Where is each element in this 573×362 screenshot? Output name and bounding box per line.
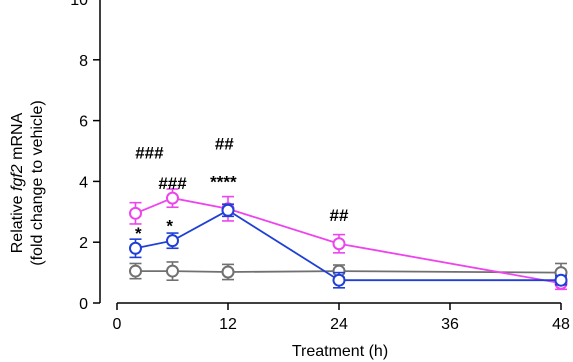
- data-point: [129, 241, 142, 255]
- y-tick-label: 2: [79, 235, 88, 252]
- y-tick-label: 8: [79, 53, 88, 70]
- x-tick-label: 24: [330, 316, 348, 333]
- significance-label: ****: [210, 172, 237, 191]
- x-axis-label: Treatment (h): [292, 343, 388, 360]
- significance-label: *: [166, 216, 173, 235]
- annotations: ### * ### * ## **** ##: [135, 134, 349, 243]
- data-point: [129, 264, 142, 278]
- y-axis-label-line2: (fold change to vehicle): [29, 100, 46, 265]
- data-point: [166, 191, 179, 205]
- data-point: [554, 273, 568, 287]
- y-ticks: 0 2 4 6 8 10: [70, 0, 100, 313]
- significance-label: *: [135, 224, 142, 243]
- x-tick-label: 0: [113, 316, 122, 333]
- x-ticks: 0 12 24 36 48: [113, 303, 570, 333]
- significance-label: ###: [158, 174, 187, 193]
- data-point: [332, 273, 346, 287]
- data-point: [221, 203, 235, 217]
- y-axis-label-gene: fgf2: [9, 164, 26, 191]
- data-point: [129, 206, 142, 220]
- y-axis-label-part3: mRNA: [9, 112, 26, 164]
- data-point: [166, 264, 179, 278]
- significance-label: ##: [215, 134, 234, 153]
- data-point: [166, 234, 179, 248]
- series-0: [129, 188, 568, 291]
- series-layer: [129, 188, 568, 291]
- data-point: [221, 265, 235, 279]
- significance-label: ##: [330, 206, 349, 225]
- significance-label: ###: [135, 144, 164, 163]
- y-tick-label: 6: [79, 114, 88, 131]
- y-axis-label-part1: Relative: [9, 191, 26, 253]
- y-tick-label: 0: [79, 296, 88, 313]
- y-tick-label: 10: [70, 0, 88, 9]
- data-point: [332, 237, 346, 251]
- y-tick-label: 4: [79, 174, 88, 191]
- x-tick-label: 12: [219, 316, 237, 333]
- x-tick-label: 48: [552, 316, 570, 333]
- y-axis-label-line1: Relative fgf2 mRNA: [9, 112, 26, 253]
- series-1: [129, 203, 568, 289]
- x-tick-label: 36: [441, 316, 459, 333]
